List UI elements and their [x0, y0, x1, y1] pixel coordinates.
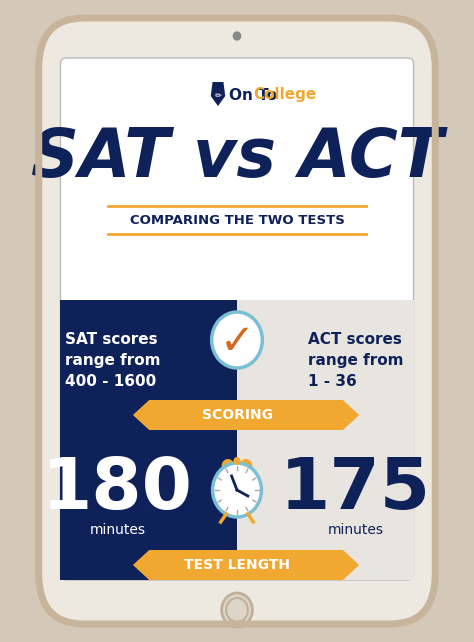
Text: ✏: ✏	[215, 91, 221, 100]
Text: TEST LENGTH: TEST LENGTH	[184, 558, 290, 572]
Bar	[61, 300, 237, 580]
Text: SAT vs ACT: SAT vs ACT	[31, 125, 443, 191]
Text: ACT scores
range from
1 - 36: ACT scores range from 1 - 36	[308, 331, 403, 388]
Text: On To: On To	[229, 87, 277, 103]
Circle shape	[212, 312, 262, 368]
Polygon shape	[211, 82, 225, 106]
Text: College: College	[253, 87, 317, 103]
Circle shape	[233, 457, 241, 465]
Text: COMPARING THE TWO TESTS: COMPARING THE TWO TESTS	[129, 214, 345, 227]
Text: SAT scores
range from
400 - 1600: SAT scores range from 400 - 1600	[65, 331, 161, 388]
Text: minutes: minutes	[90, 523, 146, 537]
Circle shape	[240, 459, 252, 473]
Polygon shape	[133, 550, 359, 580]
Circle shape	[222, 459, 234, 473]
FancyBboxPatch shape	[61, 58, 413, 580]
FancyBboxPatch shape	[39, 18, 435, 624]
Text: ✓: ✓	[219, 321, 255, 363]
Circle shape	[233, 32, 241, 40]
Polygon shape	[133, 400, 359, 430]
Text: minutes: minutes	[328, 523, 383, 537]
Text: 175: 175	[280, 456, 431, 525]
Bar	[237, 300, 413, 580]
Circle shape	[212, 463, 262, 517]
Circle shape	[222, 593, 252, 627]
Text: 180: 180	[42, 456, 193, 525]
Text: SCORING: SCORING	[201, 408, 273, 422]
